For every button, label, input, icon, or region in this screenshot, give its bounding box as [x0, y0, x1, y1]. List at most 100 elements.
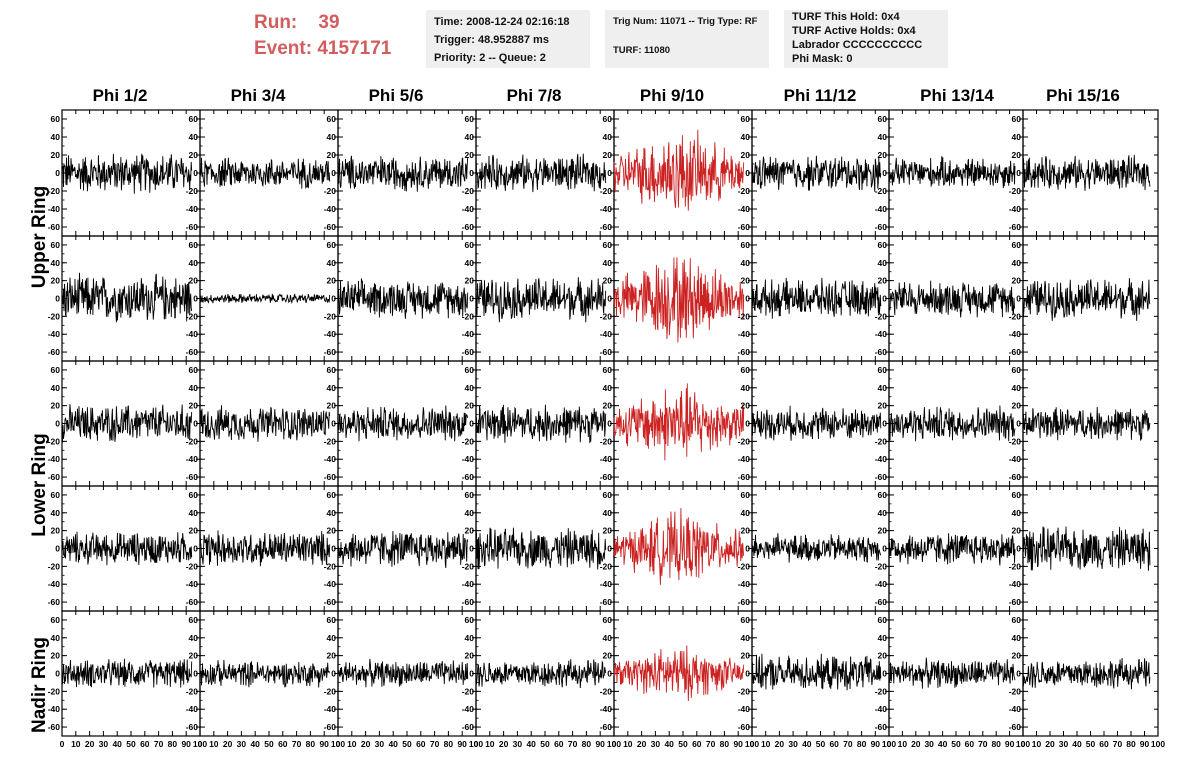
x-tick-label: 70	[568, 739, 578, 749]
y-tick-label: 60	[1012, 114, 1022, 124]
y-tick-label: -20	[324, 436, 337, 446]
x-tick-label: 20	[1045, 739, 1055, 749]
waveform-trace	[475, 527, 607, 570]
y-tick-label: 60	[189, 365, 199, 375]
x-tick-label: 10	[898, 739, 908, 749]
y-tick-label: 20	[327, 651, 337, 661]
x-tick-label: 100	[331, 739, 345, 749]
panel-col2-row1: -60 -40 -20 0 20 40 60	[186, 109, 339, 237]
x-tick-label: 90	[871, 739, 881, 749]
y-tick-label: 40	[465, 132, 475, 142]
y-tick-label: -20	[600, 436, 613, 446]
y-tick-label: 0	[745, 419, 750, 429]
y-tick-label: 20	[603, 150, 613, 160]
y-tick-label: -60	[600, 222, 613, 232]
y-tick-label: -20	[600, 311, 613, 321]
y-tick-label: 20	[51, 150, 61, 160]
y-tick-label: 20	[327, 526, 337, 536]
y-tick-label: 40	[741, 383, 751, 393]
waveform-trace	[1022, 154, 1151, 191]
y-tick-label: -60	[738, 472, 751, 482]
y-tick-label: 20	[603, 526, 613, 536]
y-tick-label: -40	[600, 454, 613, 464]
waveform-trace	[61, 404, 193, 443]
panel-col1-row1: -60 -40 -20 0 20 40 60	[48, 109, 201, 237]
y-tick-label: -20	[738, 186, 751, 196]
y-tick-label: 0	[745, 544, 750, 554]
column-label-phi-9-10: Phi 9/10	[639, 86, 705, 105]
panel-col7-row3: -60 -40 -20 0 20 40 60	[875, 360, 1024, 487]
x-tick-label: 20	[499, 739, 509, 749]
x-tick-label: 40	[526, 739, 536, 749]
y-tick-label: 60	[878, 365, 888, 375]
x-tick-label: 60	[140, 739, 150, 749]
y-tick-label: -60	[875, 597, 888, 607]
y-tick-label: -20	[48, 436, 61, 446]
y-tick-label: -40	[738, 454, 751, 464]
x-tick-label: 70	[430, 739, 440, 749]
waveform-trace	[337, 405, 469, 442]
y-tick-label: -20	[462, 436, 475, 446]
y-tick-label: -40	[462, 704, 475, 714]
panel-col6-row3: -60 -40 -20 0 20 40 60	[738, 360, 890, 487]
y-tick-label: -40	[600, 204, 613, 214]
y-tick-label: 40	[327, 132, 337, 142]
x-tick-label: 90	[319, 739, 329, 749]
y-tick-label: -40	[875, 704, 888, 714]
y-tick-label: 20	[741, 651, 751, 661]
y-tick-label: -60	[324, 722, 337, 732]
y-tick-label: -20	[324, 186, 337, 196]
y-tick-label: 40	[51, 383, 61, 393]
y-tick-label: -20	[186, 311, 199, 321]
y-tick-label: -40	[186, 579, 199, 589]
waveform-trace	[888, 657, 1016, 689]
y-tick-label: 60	[878, 490, 888, 500]
y-tick-label: 60	[603, 114, 613, 124]
x-tick-label: 80	[306, 739, 316, 749]
y-tick-label: -20	[875, 561, 888, 571]
y-tick-label: 60	[189, 615, 199, 625]
y-tick-label: 0	[1016, 168, 1021, 178]
y-tick-label: -40	[48, 454, 61, 464]
y-tick-label: 0	[607, 669, 612, 679]
y-tick-label: 0	[882, 669, 887, 679]
y-tick-label: -60	[875, 347, 888, 357]
y-tick-label: -60	[600, 347, 613, 357]
event-label: Event:	[254, 38, 313, 59]
y-tick-label: 40	[878, 633, 888, 643]
y-tick-label: 20	[1012, 150, 1022, 160]
y-tick-label: -20	[324, 686, 337, 696]
panel-col5-row3: -60 -40 -20 0 20 40 60	[600, 360, 753, 487]
y-tick-label: -60	[738, 722, 751, 732]
y-tick-label: 60	[465, 240, 475, 250]
panel-col8-row3: -60 -40 -20 0 20 40 60	[1009, 360, 1159, 487]
panel-col7-row4: -60 -40 -20 0 20 40 60	[875, 485, 1024, 612]
x-tick-label: 30	[924, 739, 934, 749]
waveform-trace	[888, 405, 1016, 442]
panel-col4-row2: -60 -40 -20 0 20 40 60	[462, 235, 615, 362]
panel-col2-row3: -60 -40 -20 0 20 40 60	[186, 360, 339, 487]
y-tick-label: 60	[327, 490, 337, 500]
column-label-phi-1-2: Phi 1/2	[92, 86, 148, 105]
y-tick-label: 0	[331, 669, 336, 679]
x-tick-label: 40	[112, 739, 122, 749]
y-tick-label: 60	[603, 490, 613, 500]
x-tick-label: 50	[816, 739, 826, 749]
panel-col3-row2: -60 -40 -20 0 20 40 60	[324, 235, 477, 362]
x-tick-label: 50	[264, 739, 274, 749]
y-tick-label: 40	[327, 383, 337, 393]
y-tick-label: 0	[469, 669, 474, 679]
y-tick-label: 40	[741, 132, 751, 142]
x-tick-label: 50	[1086, 739, 1096, 749]
x-tick-label: 0	[1021, 739, 1026, 749]
waveform-trace	[199, 405, 331, 442]
trigger-text: Trigger: 48.952887 ms	[434, 34, 549, 46]
panel-col4-row3: -60 -40 -20 0 20 40 60	[462, 360, 615, 487]
x-tick-label: 90	[1005, 739, 1015, 749]
x-tick-label: 80	[857, 739, 867, 749]
x-tick-label: 20	[911, 739, 921, 749]
y-tick-label: 20	[603, 401, 613, 411]
